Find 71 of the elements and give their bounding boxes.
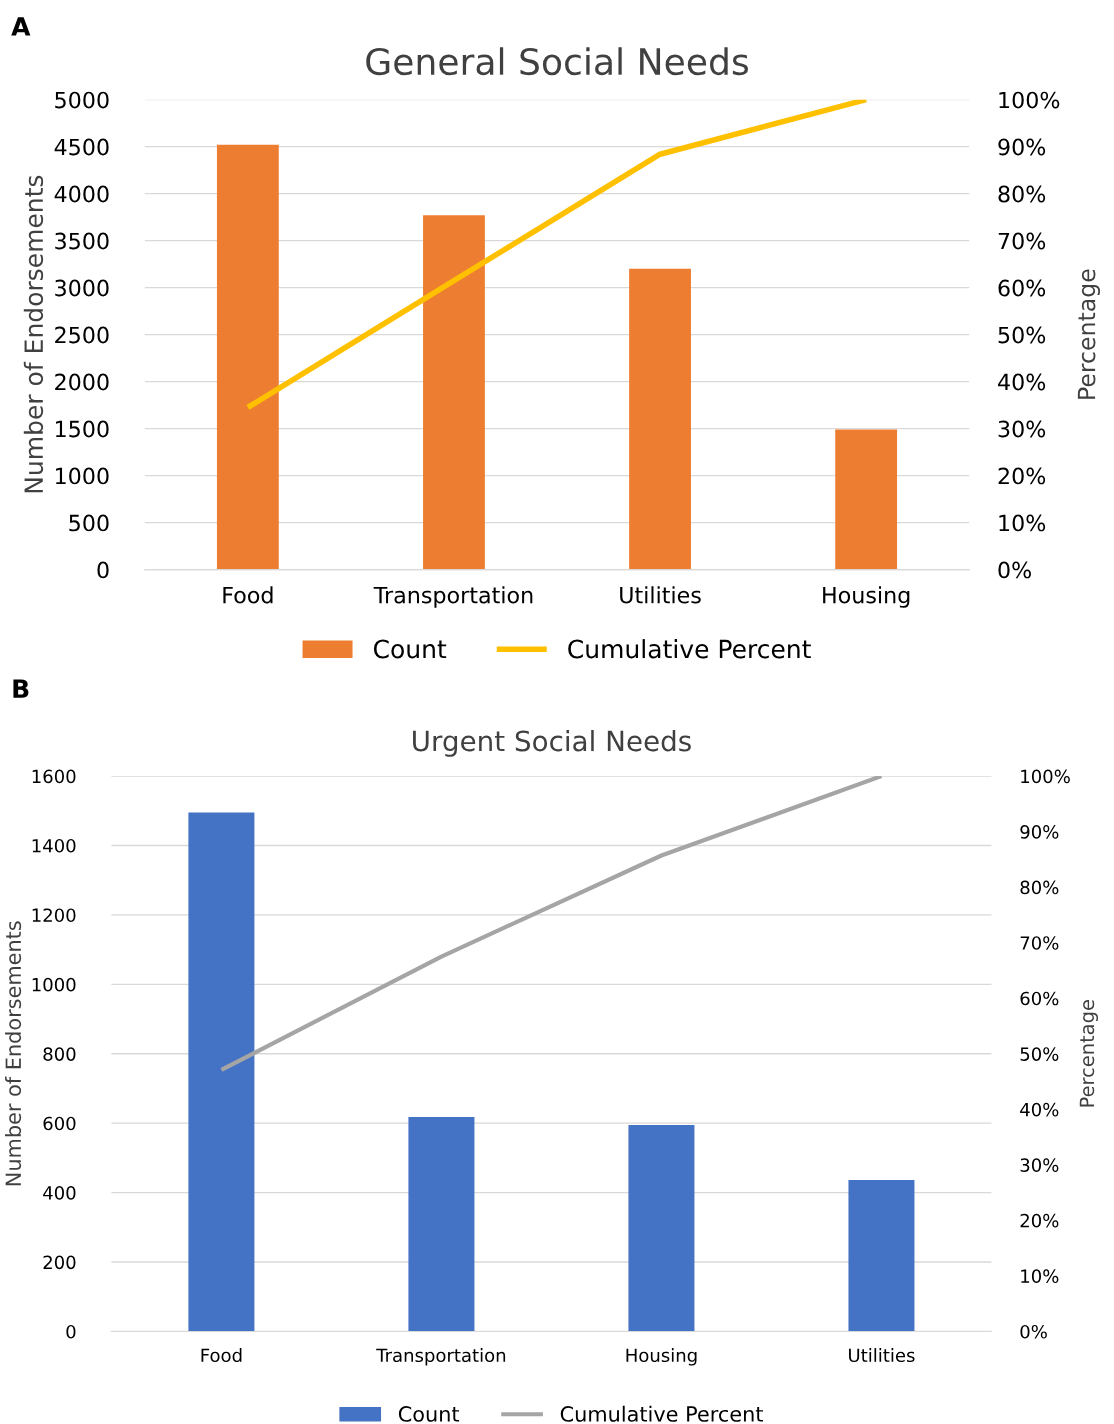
y2-tick-label: 100% [999, 91, 1060, 109]
y2-tick-label: 10% [999, 514, 1046, 532]
chart-title: General Social Needs [366, 47, 748, 76]
x-tick-label: Food [223, 586, 273, 604]
y-tick-label: 3500 [55, 232, 109, 250]
y2-tick-label: 80% [998, 185, 1046, 203]
y2-tick-label: 20% [998, 467, 1046, 485]
y2-tick-label: 50% [1020, 1047, 1059, 1061]
y2-tick-label: 80% [1020, 880, 1059, 895]
y2-axis-title: Percentage [1079, 1000, 1099, 1107]
y2-tick-label: 60% [998, 279, 1046, 297]
y2-tick-label: 70% [1020, 936, 1059, 950]
y2-tick-label: 20% [1020, 1213, 1059, 1228]
y-tick-label: 1000 [55, 467, 109, 485]
y-tick-label: 1000 [32, 977, 76, 992]
x-tick-label: Transportation [373, 586, 533, 608]
y-tick-label: 5000 [55, 91, 109, 109]
y-tick-label: 1500 [55, 420, 109, 438]
x-tick-label: Utilities [620, 586, 701, 604]
y-tick-label: 1600 [32, 769, 76, 784]
y-tick-label: 200 [43, 1255, 76, 1270]
bar [408, 1116, 475, 1332]
y-tick-label: 4500 [54, 138, 109, 156]
x-tick-label: Transportation [376, 1348, 506, 1366]
y2-tick-label: 10% [1021, 1269, 1059, 1284]
y-tick-label: 0 [97, 561, 109, 579]
y2-tick-label: 40% [1020, 1102, 1059, 1117]
bar [216, 144, 279, 570]
y2-tick-label: 0% [1020, 1324, 1047, 1339]
bar [629, 268, 691, 570]
y-tick-label: 600 [43, 1116, 76, 1131]
y-tick-label: 3000 [55, 279, 109, 297]
y2-axis-title: Percentage [1077, 269, 1101, 399]
x-tick-label: Food [201, 1348, 242, 1363]
y2-tick-label: 100% [1021, 769, 1070, 784]
y2-tick-label: 40% [998, 373, 1046, 391]
line-series [219, 776, 884, 1072]
x-tick-label: Housing [626, 1348, 697, 1366]
y2-tick-label: 60% [1020, 991, 1059, 1006]
legend-label: Cumulative Percent [560, 1405, 763, 1422]
y-tick-label: 0 [66, 1324, 76, 1339]
x-tick-label: Housing [823, 586, 910, 608]
text: B [13, 679, 29, 698]
legend-label: Count [373, 639, 447, 659]
y2-tick-label: 90% [1020, 825, 1059, 839]
y2-tick-label: 50% [998, 326, 1046, 344]
y2-tick-label: 30% [998, 420, 1046, 438]
y2-tick-label: 90% [998, 138, 1046, 156]
y-tick-label: 2500 [55, 326, 109, 344]
y-tick-label: 2000 [55, 373, 109, 391]
legend-label: Cumulative Percent [568, 639, 811, 659]
y-axis-title: Number of Endorsements [5, 921, 22, 1186]
y2-tick-label: 30% [1020, 1158, 1059, 1172]
legend-label: Count [398, 1406, 460, 1422]
y-axis-title: Number of Endorsements [23, 175, 44, 493]
bar [423, 215, 485, 570]
y-tick-label: 500 [69, 514, 109, 532]
x-tick-label: Utilities [849, 1348, 915, 1363]
y2-tick-label: 0% [998, 561, 1031, 579]
bar [628, 1124, 695, 1332]
bar [835, 429, 898, 570]
y-tick-label: 4000 [54, 185, 109, 203]
bar [848, 1180, 915, 1332]
y-tick-label: 1200 [32, 908, 76, 923]
chart-title: Urgent Social Needs [413, 729, 691, 757]
y-tick-label: 400 [43, 1186, 76, 1200]
y-tick-label: 1400 [32, 838, 76, 853]
text: A [11, 17, 31, 36]
y-tick-label: 800 [43, 1047, 76, 1061]
y2-tick-label: 70% [998, 232, 1046, 250]
bar [188, 812, 255, 1332]
